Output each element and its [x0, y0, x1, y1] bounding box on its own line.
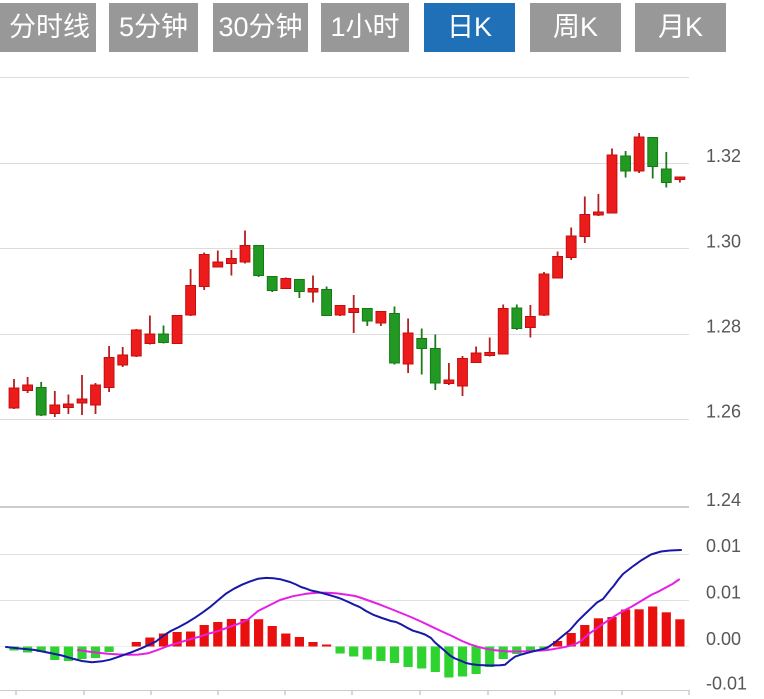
svg-text:1.24: 1.24 [706, 490, 741, 510]
svg-text:1.30: 1.30 [706, 232, 741, 252]
svg-text:0.01: 0.01 [706, 536, 741, 556]
svg-text:0.00: 0.00 [706, 629, 741, 649]
svg-text:-0.01: -0.01 [706, 674, 747, 694]
svg-text:1.26: 1.26 [706, 402, 741, 422]
svg-text:1.28: 1.28 [706, 317, 741, 337]
svg-text:0.01: 0.01 [706, 583, 741, 603]
svg-text:1.32: 1.32 [706, 146, 741, 166]
